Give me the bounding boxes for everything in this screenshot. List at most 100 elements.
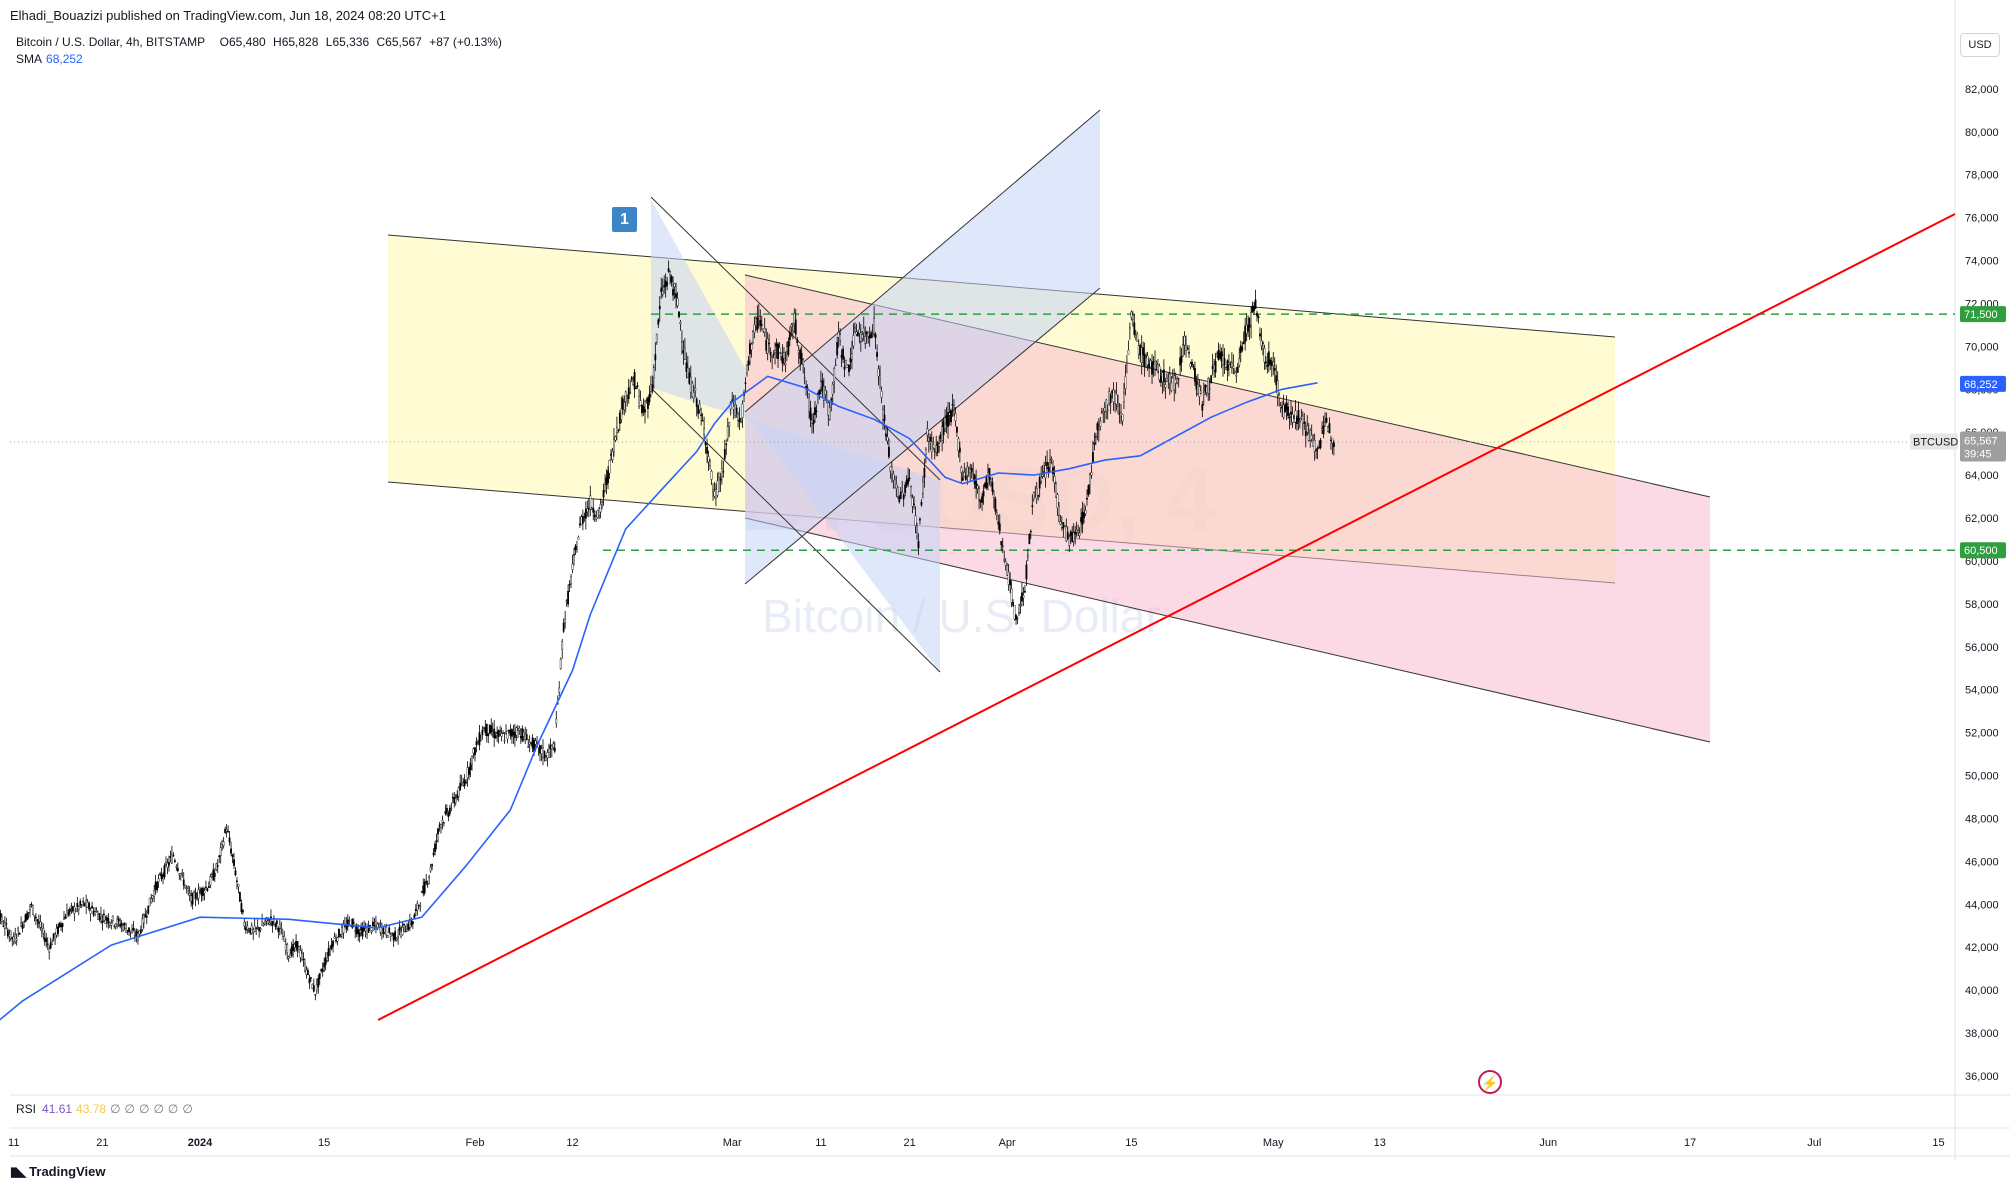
candle-body bbox=[895, 484, 898, 489]
candle-body bbox=[1097, 429, 1100, 431]
lightning-bolt-icon[interactable]: ⚡ bbox=[1478, 1070, 1502, 1094]
candle-body bbox=[1325, 417, 1328, 423]
candle-body bbox=[181, 872, 184, 874]
candle-body bbox=[615, 427, 618, 434]
candle-body bbox=[555, 718, 558, 724]
candle-body bbox=[754, 318, 757, 326]
candle-body bbox=[213, 872, 216, 877]
candle-body bbox=[1148, 363, 1150, 368]
candle-body bbox=[1105, 399, 1108, 413]
candle-body bbox=[1006, 565, 1009, 576]
candle-body bbox=[545, 756, 547, 761]
currency-button[interactable]: USD bbox=[1960, 33, 2000, 57]
candle-body bbox=[110, 922, 113, 926]
candle-body bbox=[503, 739, 506, 742]
candle-body bbox=[1306, 425, 1309, 433]
candle-body bbox=[1106, 409, 1109, 411]
candle-body bbox=[336, 937, 339, 942]
candle-body bbox=[794, 319, 797, 335]
candle-body bbox=[815, 410, 818, 412]
candle-body bbox=[567, 590, 570, 605]
candle-body bbox=[278, 924, 281, 929]
candle-body bbox=[243, 922, 246, 927]
candle-body bbox=[1182, 344, 1184, 346]
rsi-value: 41.61 bbox=[42, 1102, 73, 1116]
candle-body bbox=[74, 910, 77, 912]
price-axis[interactable]: 36,000 38,000 40,000 42,000 44,000 46,000 48,0… bbox=[1965, 84, 1999, 1083]
candle-body bbox=[926, 428, 929, 436]
candle-body bbox=[941, 426, 944, 441]
legend-sma-row[interactable]: SMA 68,252 bbox=[16, 51, 506, 68]
candle-body bbox=[778, 347, 781, 353]
candle-body bbox=[1260, 340, 1263, 346]
candle-body bbox=[244, 927, 247, 931]
candle-body bbox=[134, 935, 136, 937]
candle-body bbox=[871, 333, 874, 335]
candle-body bbox=[187, 888, 190, 891]
candle-body bbox=[1121, 414, 1124, 422]
candle-body bbox=[401, 927, 404, 936]
candle-body bbox=[1201, 404, 1204, 411]
candle-body bbox=[981, 496, 983, 503]
candle-body bbox=[636, 385, 639, 388]
candle-body bbox=[1024, 590, 1026, 593]
x-tick-label: 15 bbox=[318, 1137, 330, 1149]
candle-body bbox=[441, 820, 444, 823]
candle-body bbox=[698, 403, 701, 410]
x-tick-label: 15 bbox=[1125, 1137, 1137, 1149]
candle-body bbox=[827, 402, 830, 416]
candle-body bbox=[605, 477, 608, 486]
candle-body bbox=[1026, 555, 1029, 558]
candle-body bbox=[1096, 423, 1099, 431]
candle-body bbox=[947, 412, 949, 428]
candle-body bbox=[1056, 494, 1059, 508]
rsi-legend[interactable]: RSI 41.61 43.78 ∅ ∅ ∅ ∅ ∅ ∅ bbox=[16, 1102, 193, 1116]
pink-channel-zone bbox=[745, 275, 1710, 742]
candle-body bbox=[772, 353, 775, 355]
candle-body bbox=[592, 507, 595, 513]
candle-body bbox=[1267, 351, 1270, 366]
candle-body bbox=[1214, 360, 1217, 373]
candle-body bbox=[1157, 363, 1159, 372]
candle-body bbox=[1021, 592, 1023, 602]
candle-body bbox=[539, 745, 541, 754]
candle-body bbox=[945, 415, 948, 426]
legend-symbol[interactable]: Bitcoin / U.S. Dollar, 4h, BITSTAMP bbox=[16, 35, 205, 49]
candle-body bbox=[225, 829, 228, 832]
candle-body bbox=[352, 921, 355, 924]
candle-body bbox=[614, 436, 617, 441]
candle-body bbox=[478, 732, 481, 746]
drawing-badge[interactable]: 1 bbox=[612, 207, 637, 232]
candle-body bbox=[159, 873, 161, 875]
candle-body bbox=[610, 454, 612, 456]
chart-legend[interactable]: Bitcoin / U.S. Dollar, 4h, BITSTAMP O65,… bbox=[16, 34, 506, 68]
candle-body bbox=[219, 847, 222, 856]
candle-body bbox=[111, 915, 114, 921]
candle-body bbox=[283, 935, 286, 942]
candle-body bbox=[97, 913, 99, 920]
candle-body bbox=[71, 906, 74, 912]
time-axis[interactable]: 11 21 2024 15 Feb 12 Mar 11 21 Apr 15 May 13 Jun 17 Jul… bbox=[8, 1137, 2016, 1149]
candle-body bbox=[528, 741, 531, 745]
candle-body bbox=[1220, 351, 1223, 362]
candle-body bbox=[809, 407, 812, 421]
candle-body bbox=[250, 925, 253, 934]
candle-body bbox=[726, 426, 729, 439]
candle-body bbox=[1094, 436, 1097, 438]
candle-body bbox=[169, 856, 172, 858]
candle-body bbox=[51, 941, 54, 945]
candle-body bbox=[1038, 477, 1041, 489]
legend-open: 65,480 bbox=[228, 35, 266, 49]
candle-body bbox=[209, 876, 212, 886]
tradingview-logo[interactable]: ▮◣ TradingView bbox=[10, 1164, 106, 1180]
candle-body bbox=[64, 916, 67, 920]
candle-body bbox=[261, 921, 263, 926]
candle-body bbox=[530, 742, 533, 744]
candle-body bbox=[1233, 370, 1236, 373]
candle-body bbox=[249, 927, 252, 934]
candle-body bbox=[627, 387, 630, 400]
candle-body bbox=[620, 408, 623, 420]
candle-body bbox=[505, 731, 507, 734]
candle-body bbox=[484, 727, 487, 733]
